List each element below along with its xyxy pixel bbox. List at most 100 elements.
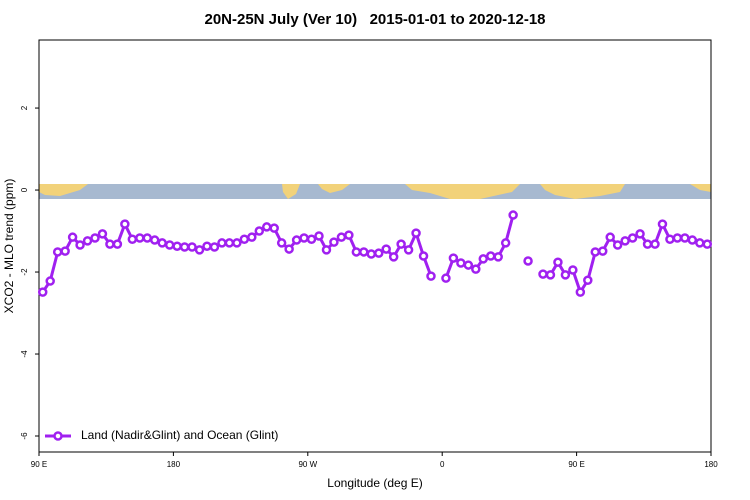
x-axis-label: Longitude (deg E): [327, 476, 422, 490]
data-point: [426, 271, 436, 281]
chart-title: 20N-25N July (Ver 10) 2015-01-01 to 2020…: [204, 11, 545, 28]
data-point: [60, 246, 70, 256]
data-point: [672, 233, 683, 243]
data-point: [418, 251, 429, 261]
data-point: [90, 233, 100, 243]
data-point: [329, 237, 339, 247]
data-point: [583, 275, 593, 285]
land: [318, 184, 350, 193]
data-point: [373, 248, 384, 258]
data-point: [553, 257, 563, 267]
data-point: [687, 235, 698, 245]
data-point: [560, 270, 571, 280]
y-tick-label: -4: [20, 350, 29, 358]
data-point: [75, 240, 85, 250]
legend-marker: [53, 431, 63, 441]
data-point: [545, 270, 556, 280]
data-point: [351, 247, 362, 257]
data-point: [590, 247, 601, 257]
data-point: [135, 233, 145, 243]
data-point: [538, 269, 548, 279]
land: [405, 184, 520, 199]
data-point: [261, 222, 272, 232]
data-point: [269, 223, 279, 233]
data-point: [665, 234, 675, 244]
data-point: [247, 232, 257, 242]
data-point: [127, 234, 138, 244]
x-tick-label: 0: [440, 460, 445, 469]
data-point: [97, 229, 108, 239]
data-point: [620, 236, 630, 246]
x-tick-label: 180: [167, 460, 181, 469]
data-point: [52, 247, 63, 257]
data-point: [82, 236, 93, 246]
data-point: [478, 254, 489, 264]
data-point: [388, 252, 399, 262]
y-tick-label: -6: [20, 432, 29, 440]
data-point: [344, 230, 354, 240]
y-tick-label: -2: [20, 268, 29, 276]
data-point: [456, 258, 466, 268]
data-point: [187, 242, 197, 252]
data-point: [612, 240, 623, 250]
data-point: [37, 287, 48, 297]
data-point: [642, 239, 653, 249]
land: [690, 184, 711, 192]
data-point: [500, 238, 511, 248]
data-point: [254, 226, 265, 236]
data-point: [359, 247, 369, 257]
land: [39, 184, 88, 196]
y-tick-label: 2: [20, 105, 29, 110]
data-point: [232, 238, 242, 248]
data-point: [105, 239, 115, 249]
data-point: [650, 239, 660, 249]
data-point: [448, 253, 459, 263]
x-tick-label: 90 W: [298, 460, 317, 469]
data-point: [194, 245, 205, 255]
data-point: [142, 233, 153, 243]
data-point: [45, 276, 55, 286]
x-tick-label: 180: [704, 460, 718, 469]
data-point: [463, 260, 474, 270]
data-point: [164, 240, 175, 250]
data-point: [157, 238, 167, 248]
data-point: [284, 244, 294, 254]
map-strip: [39, 184, 711, 199]
data-point: [493, 252, 503, 262]
x-tick-label: 90 E: [31, 460, 47, 469]
data-point: [336, 232, 347, 242]
legend-label: Land (Nadir&Glint) and Ocean (Glint): [81, 428, 278, 442]
data-point: [149, 235, 160, 245]
data-point: [627, 233, 638, 243]
x-tick-label: 90 E: [568, 460, 584, 469]
data-point: [485, 251, 496, 261]
data-point: [112, 239, 123, 249]
data-point: [575, 287, 586, 297]
data-point: [276, 238, 287, 248]
data-point: [695, 238, 705, 248]
data-point: [291, 235, 302, 245]
data-point: [179, 242, 190, 252]
data-point: [597, 246, 608, 256]
data-point: [702, 239, 713, 249]
data-point: [366, 249, 377, 259]
data-point: [202, 241, 212, 251]
data-point: [239, 234, 250, 244]
y-tick-label: 0: [20, 187, 29, 192]
data-point: [172, 241, 182, 251]
data-point: [471, 264, 481, 274]
data-point: [224, 238, 235, 248]
data-point: [67, 232, 78, 242]
data-point: [120, 219, 130, 229]
land: [540, 184, 625, 199]
data-point: [680, 233, 690, 243]
data-point: [568, 265, 578, 275]
data-point: [381, 244, 391, 254]
y-axis-label: XCO2 - MLO trend (ppm): [2, 179, 16, 314]
land: [282, 184, 300, 199]
data-point: [657, 219, 668, 229]
data-point: [299, 233, 309, 243]
data-point: [396, 239, 406, 249]
data-point: [306, 234, 317, 244]
